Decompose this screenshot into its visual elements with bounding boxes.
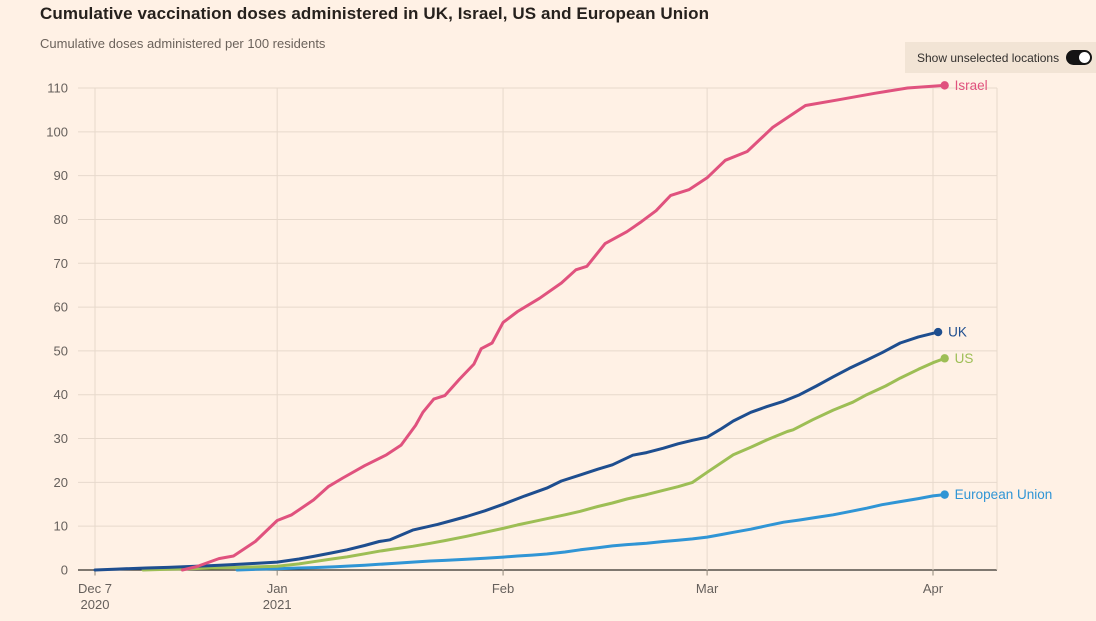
x-axis-label-year: 2020 bbox=[81, 597, 110, 612]
series-line-us bbox=[141, 356, 947, 572]
page-subtitle: Cumulative doses administered per 100 re… bbox=[40, 36, 326, 51]
y-axis-label: 100 bbox=[46, 124, 68, 139]
show-unselected-locations-toggle[interactable]: Show unselected locations bbox=[905, 42, 1096, 73]
series-uk: UK bbox=[93, 325, 967, 572]
toggle-switch-icon[interactable] bbox=[1066, 50, 1093, 65]
x-axis-label: Apr bbox=[923, 581, 944, 596]
series-line-european-union bbox=[235, 493, 947, 572]
series-endpoint-israel bbox=[940, 81, 949, 90]
y-axis-label: 70 bbox=[54, 256, 68, 271]
series-label-european-union: European Union bbox=[955, 487, 1053, 502]
series-endpoint-uk bbox=[933, 327, 943, 337]
series-endpoint-european-union bbox=[940, 490, 949, 499]
x-axis-label: Feb bbox=[492, 581, 514, 596]
x-axis-label: Mar bbox=[696, 581, 719, 596]
x-axis-label-year: 2021 bbox=[263, 597, 292, 612]
series-line-israel bbox=[180, 83, 947, 572]
series-endpoint-us bbox=[940, 354, 949, 363]
y-axis-label: 0 bbox=[61, 563, 68, 578]
series-label-uk: UK bbox=[948, 325, 967, 340]
y-axis-label: 80 bbox=[54, 212, 68, 227]
series-label-israel: Israel bbox=[955, 78, 988, 93]
y-axis-label: 30 bbox=[54, 431, 68, 446]
series-israel: Israel bbox=[180, 78, 988, 572]
y-axis-label: 110 bbox=[47, 81, 68, 96]
y-axis-label: 60 bbox=[54, 300, 68, 315]
y-axis-label: 20 bbox=[54, 475, 68, 490]
y-axis-label: 40 bbox=[54, 387, 68, 402]
series-line-uk bbox=[93, 330, 940, 572]
y-axis-label: 50 bbox=[54, 343, 68, 358]
y-axis-label: 90 bbox=[54, 168, 68, 183]
series-label-us: US bbox=[955, 351, 974, 366]
y-grid: 0 10 20 30 40 50 60 70 80 90 100 110 bbox=[46, 81, 997, 578]
page-title: Cumulative vaccination doses administere… bbox=[40, 4, 710, 23]
series-us: US bbox=[141, 351, 974, 572]
x-axis-label: Dec 7 bbox=[78, 581, 112, 596]
toggle-knob bbox=[1079, 52, 1091, 63]
y-axis-label: 10 bbox=[54, 519, 68, 534]
toggle-label: Show unselected locations bbox=[917, 50, 1060, 65]
series-european-union: European Union bbox=[235, 487, 1053, 572]
x-axis-label: Jan bbox=[267, 581, 288, 596]
